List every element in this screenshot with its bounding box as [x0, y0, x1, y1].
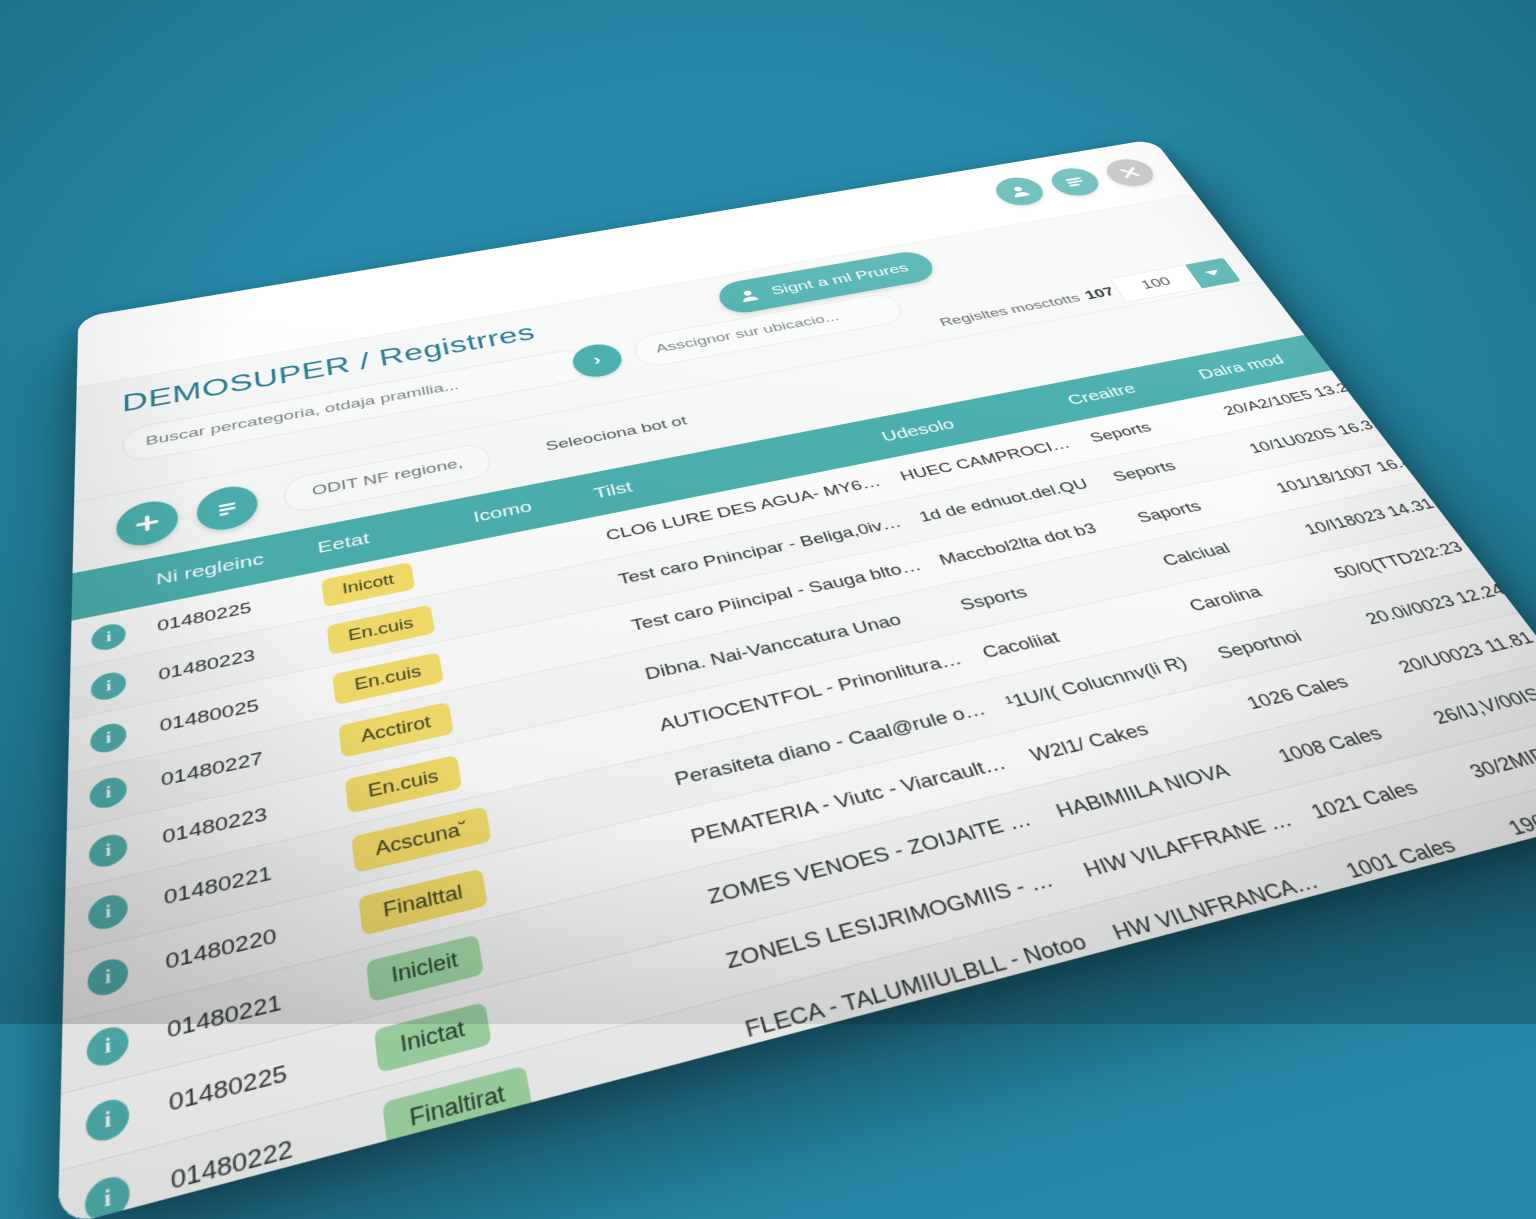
- row-info-icon[interactable]: i: [67, 769, 149, 816]
- info-icon: i: [90, 720, 126, 755]
- cell-icono: [481, 582, 608, 608]
- row-info-icon[interactable]: i: [71, 617, 147, 657]
- record-counter-value: 107: [1082, 285, 1117, 302]
- info-icon: i: [90, 774, 127, 811]
- cell-icono: [491, 629, 621, 657]
- menu-icon-button[interactable]: [1045, 165, 1106, 199]
- info-icon: i: [91, 621, 125, 653]
- row-info-icon[interactable]: i: [58, 1165, 157, 1219]
- row-info-icon[interactable]: i: [64, 886, 151, 939]
- cell-estat: Finaltiat: [377, 1128, 596, 1219]
- info-icon: i: [88, 891, 127, 933]
- cell-icono: [535, 840, 679, 874]
- plus-icon: [131, 509, 163, 537]
- user-icon: [1004, 183, 1034, 200]
- info-icon: i: [89, 831, 127, 870]
- close-icon: [1116, 165, 1145, 180]
- status-badge: Inictat: [374, 1002, 492, 1073]
- cell-noe: Ascadior: [1502, 494, 1536, 544]
- application-window: DEMOSUPER / Registrres Buscar percategor…: [58, 139, 1536, 1219]
- column-header-noe[interactable]: Noe: [1350, 311, 1500, 352]
- column-header-icon[interactable]: [72, 582, 145, 596]
- sign-button-label: Signt a ml Prures: [769, 261, 911, 298]
- status-badge: Finaltiat: [391, 1143, 538, 1219]
- window-controls: [989, 156, 1161, 208]
- cell-noe: Caculna: [1438, 416, 1536, 461]
- info-icon: i: [91, 669, 126, 702]
- cell-creat: 1027 Cales: [1367, 881, 1536, 951]
- row-info-icon[interactable]: i: [61, 1016, 153, 1075]
- hamburger-icon: [1060, 174, 1090, 190]
- cell-icono: [548, 901, 696, 938]
- cell-noe: Seports: [1379, 345, 1531, 387]
- user-icon: [735, 287, 763, 305]
- info-icon: i: [87, 955, 128, 999]
- cell-icono: [512, 729, 649, 760]
- row-info-icon[interactable]: i: [68, 716, 148, 760]
- row-info-icon[interactable]: i: [66, 826, 150, 876]
- row-info-icon[interactable]: i: [70, 665, 148, 707]
- cell-noe: Seporis: [1407, 380, 1536, 423]
- info-icon: i: [87, 1022, 129, 1069]
- add-record-button[interactable]: [116, 497, 178, 551]
- info-icon: i: [86, 1095, 129, 1145]
- cell-icono: [501, 677, 634, 706]
- cell-icono: [561, 966, 714, 1005]
- filter-button[interactable]: [196, 482, 259, 535]
- row-info-icon[interactable]: i: [63, 949, 153, 1005]
- cell-icono: [591, 1107, 753, 1151]
- cell-noe: W1/70D23 14.20: [1469, 454, 1536, 502]
- cell-usuari: HW/VILAFRAACIIEL_PEN: [1127, 926, 1381, 1017]
- cell-icono: [576, 1034, 733, 1075]
- row-info-icon[interactable]: i: [60, 1088, 155, 1151]
- selection-hint: Seleociona bot ot: [544, 414, 689, 455]
- user-icon-button[interactable]: [989, 174, 1050, 208]
- cell-icono: [523, 783, 664, 816]
- close-icon-button[interactable]: [1099, 156, 1160, 189]
- cell-num: 01480215: [157, 1193, 381, 1219]
- info-icon: i: [85, 1172, 130, 1219]
- filter-icon: [212, 497, 242, 520]
- cell-icono: [472, 538, 596, 563]
